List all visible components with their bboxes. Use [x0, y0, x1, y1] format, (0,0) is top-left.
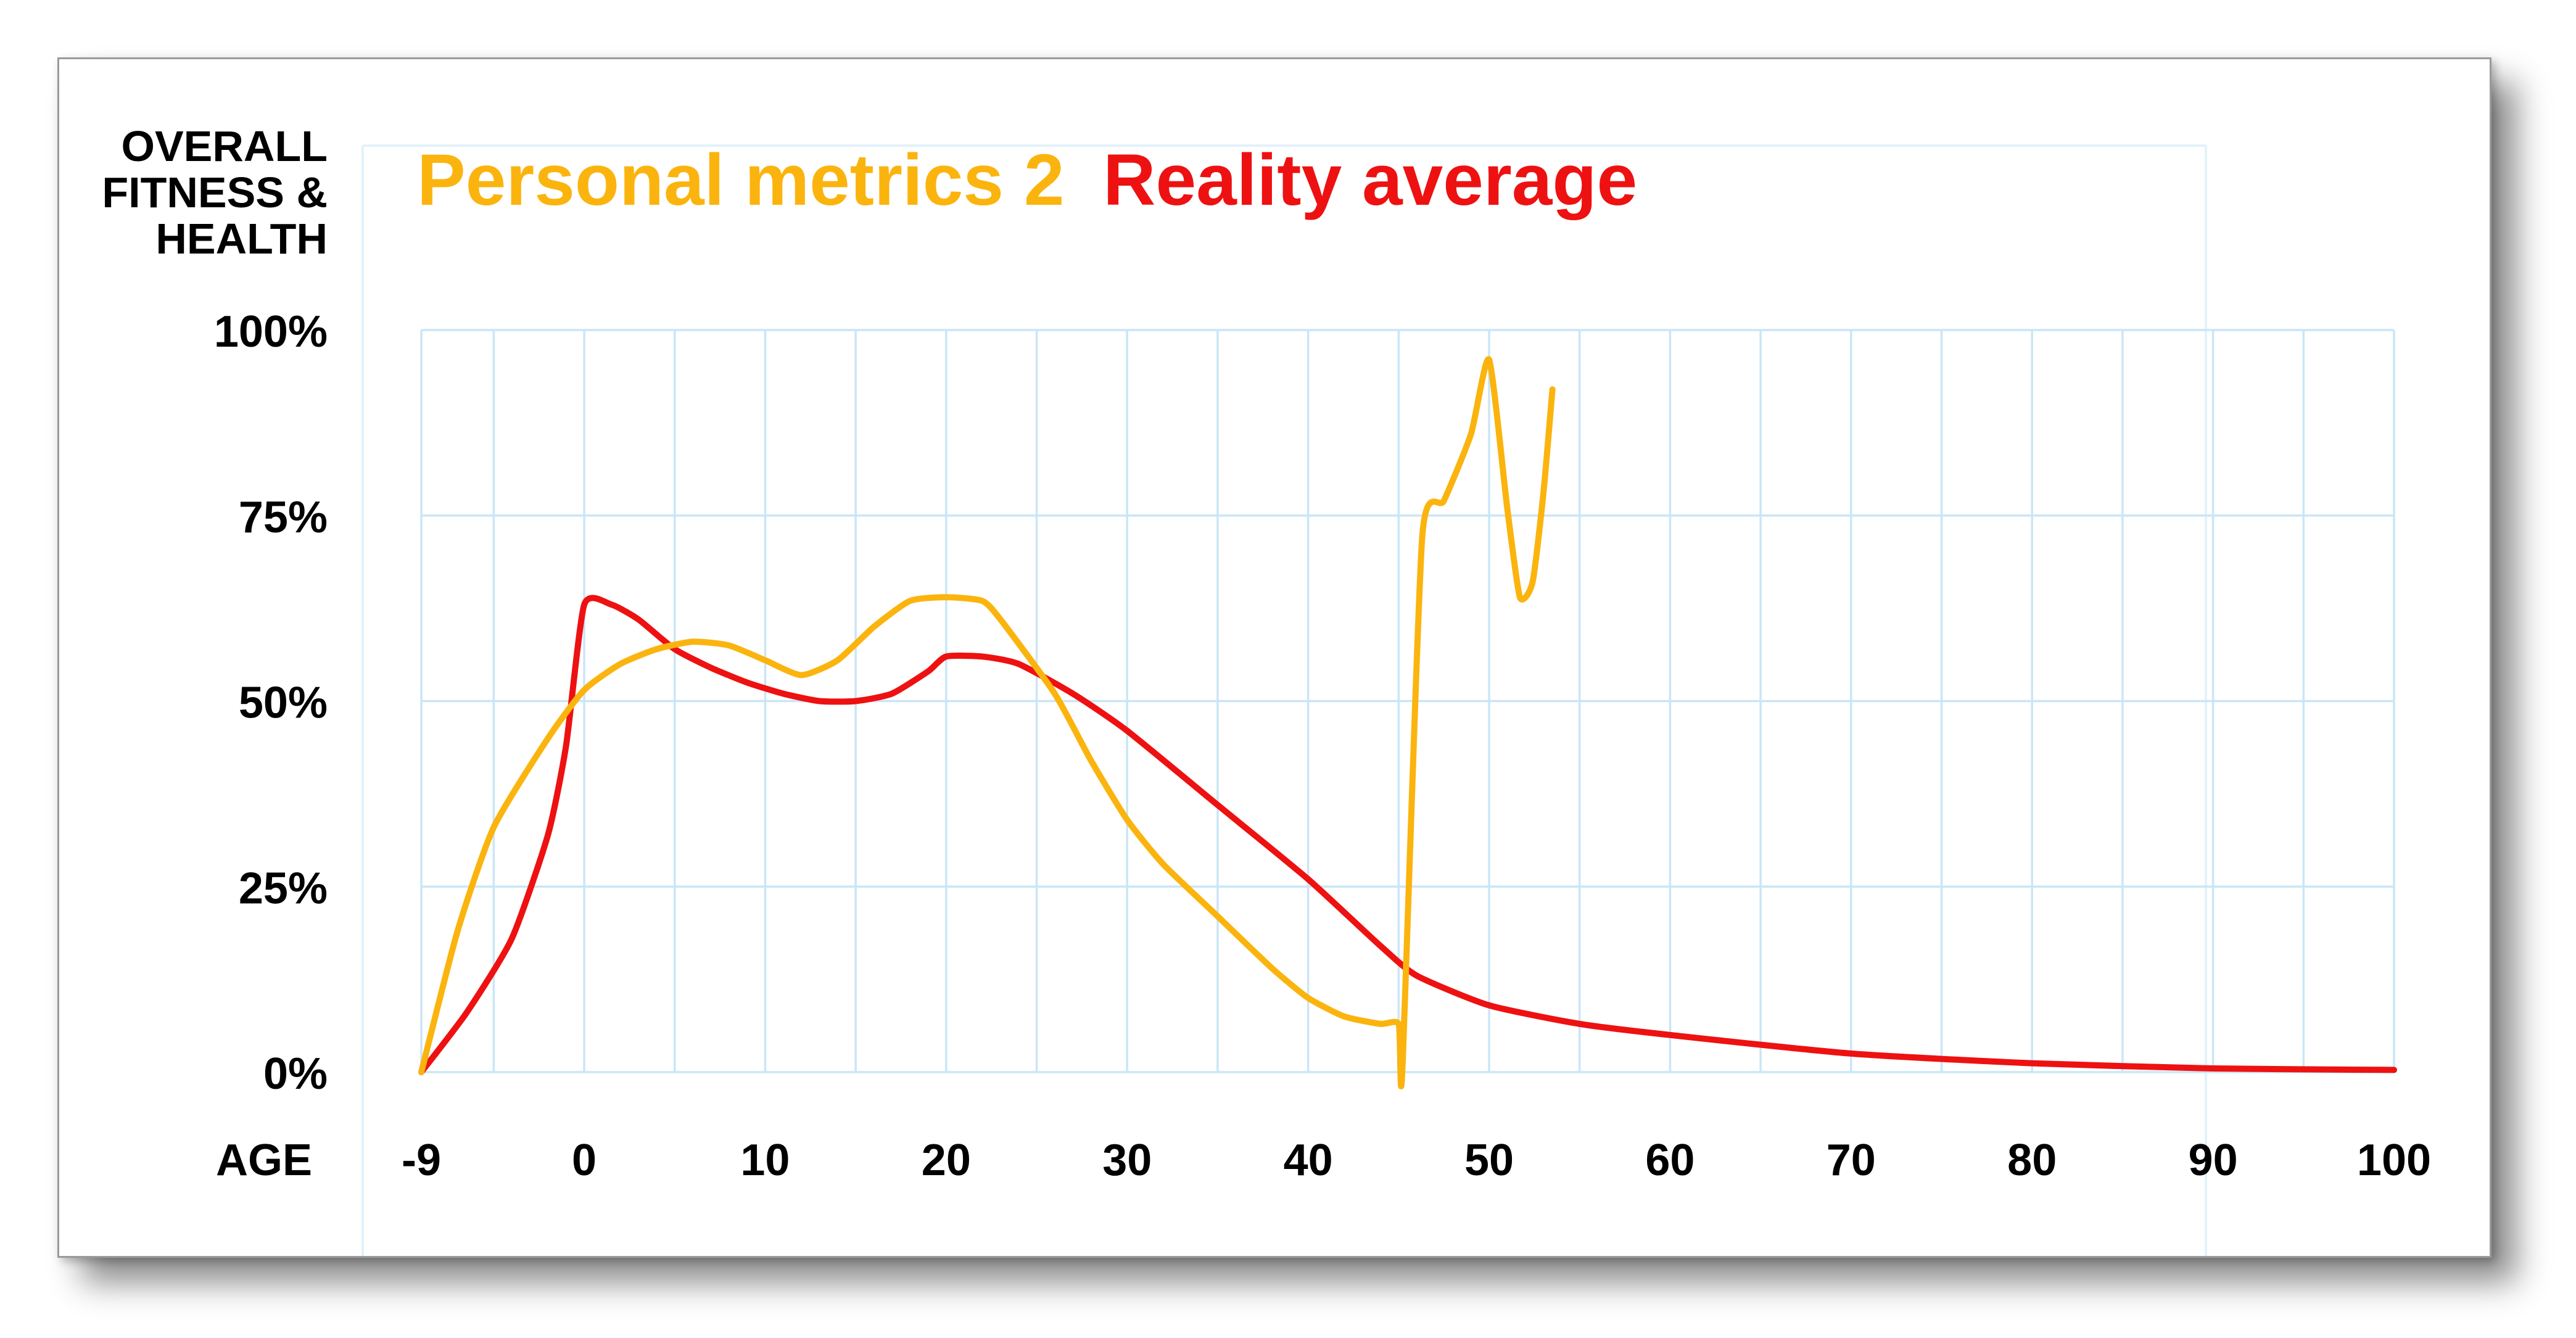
- x-axis-label: AGE: [216, 1136, 312, 1185]
- chart-card: Personal metrics 2 Reality average OVERA…: [57, 57, 2491, 1258]
- title-reality-average: Reality average: [1103, 139, 1637, 221]
- y-tick-label: 0%: [263, 1049, 328, 1099]
- y-tick-label: 50%: [239, 679, 328, 728]
- x-tick-label: 70: [1827, 1136, 1876, 1185]
- title-personal-metrics: Personal metrics 2: [417, 139, 1064, 221]
- series-lines: [418, 356, 2397, 1089]
- x-tick-label: 50: [1464, 1136, 1514, 1185]
- y-axis-label-line-2: FITNESS &: [102, 168, 328, 217]
- y-tick-label: 25%: [239, 864, 328, 913]
- line-chart: Personal metrics 2 Reality average OVERA…: [59, 59, 2490, 1256]
- x-tick-label: 90: [2189, 1136, 2238, 1185]
- y-tick-labels: 0% 25% 50% 75% 100%: [214, 307, 328, 1099]
- y-axis-label-line-1: OVERALL: [122, 122, 328, 170]
- x-tick-label: 0: [572, 1136, 597, 1185]
- x-tick-label: 30: [1102, 1136, 1152, 1185]
- series-line-reality-average: [418, 595, 2397, 1075]
- x-tick-label: 20: [922, 1136, 971, 1185]
- chart-title: Personal metrics 2 Reality average: [417, 139, 1637, 221]
- x-tick-labels: -9 0 10 20 30 40 50 60 70 80 90 100: [402, 1136, 2431, 1185]
- series-line-personal-metrics-2: [418, 356, 1556, 1089]
- x-tick-label: -9: [402, 1136, 441, 1185]
- y-axis-label-line-3: HEALTH: [155, 215, 328, 263]
- x-tick-label: 100: [2357, 1136, 2431, 1185]
- x-tick-label: 10: [740, 1136, 790, 1185]
- x-tick-label: 60: [1645, 1136, 1695, 1185]
- x-tick-label: 80: [2007, 1136, 2057, 1185]
- y-tick-label: 100%: [214, 307, 328, 357]
- gridlines: [420, 329, 2395, 1073]
- x-tick-label: 40: [1284, 1136, 1333, 1185]
- y-tick-label: 75%: [239, 493, 328, 542]
